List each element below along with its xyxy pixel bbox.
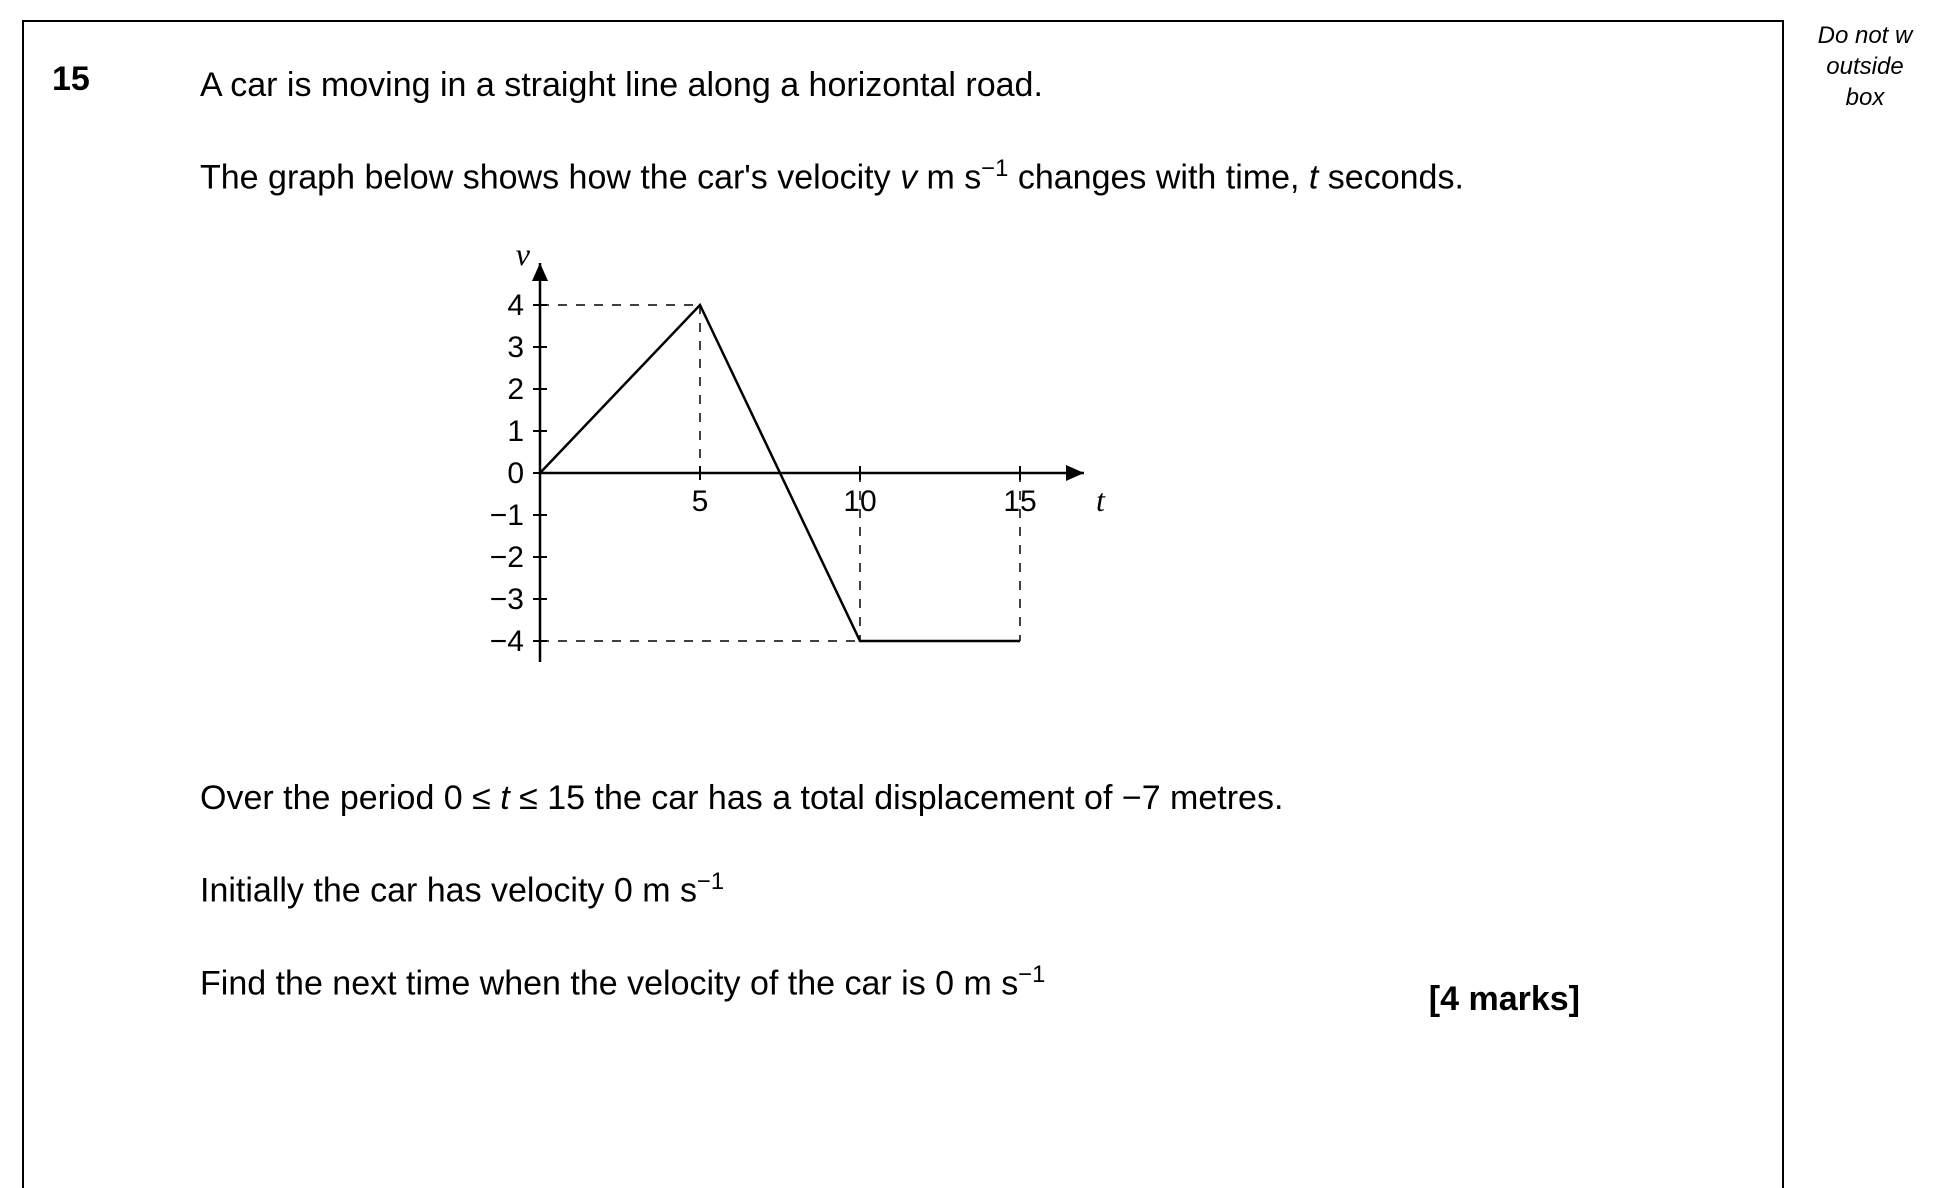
question-content: A car is moving in a straight line along… (200, 60, 1700, 1049)
svg-text:4: 4 (507, 289, 524, 322)
svg-text:3: 3 (507, 331, 524, 364)
paragraph-initial: Initially the car has velocity 0 m s−1 (200, 864, 1700, 916)
svg-text:5: 5 (692, 485, 709, 518)
svg-text:−2: −2 (490, 541, 524, 574)
svg-text:10: 10 (843, 485, 876, 518)
svg-text:−4: −4 (490, 625, 524, 658)
question-number: 15 (52, 60, 90, 99)
graph-container: −4 −3 −2 −1 0 1 2 3 4 5 10 15 v t (200, 243, 1700, 723)
variable-t: t (500, 779, 509, 817)
exponent: −1 (981, 155, 1008, 182)
margin-note: Do not w outside box (1800, 20, 1930, 114)
svg-text:−3: −3 (490, 583, 524, 616)
text-fragment: Over the period 0 ≤ (200, 779, 500, 817)
text-fragment: changes with time, (1008, 158, 1308, 196)
text-fragment: m s (917, 158, 981, 196)
svg-text:0: 0 (507, 457, 524, 490)
exponent: −1 (697, 868, 724, 895)
margin-note-line: Do not w (1800, 20, 1930, 51)
svg-text:15: 15 (1003, 485, 1036, 518)
variable-t: t (1309, 158, 1318, 196)
exponent: −1 (1018, 961, 1045, 988)
text-fragment: The graph below shows how the car's velo… (200, 158, 900, 196)
svg-text:v: v (516, 243, 531, 272)
margin-note-line: outside (1800, 51, 1930, 82)
paragraph-displacement: Over the period 0 ≤ t ≤ 15 the car has a… (200, 773, 1700, 824)
margin-note-line: box (1800, 82, 1930, 113)
svg-text:2: 2 (507, 373, 524, 406)
text-fragment: ≤ 15 the car has a total displacement of… (510, 779, 1284, 817)
svg-text:1: 1 (507, 415, 524, 448)
velocity-time-graph: −4 −3 −2 −1 0 1 2 3 4 5 10 15 v t (450, 243, 1110, 723)
marks-label: [4 marks] (1429, 980, 1580, 1019)
variable-v: v (900, 158, 917, 196)
paragraph-graph-desc: The graph below shows how the car's velo… (200, 151, 1700, 203)
text-fragment: seconds. (1318, 158, 1464, 196)
svg-text:t: t (1096, 482, 1106, 518)
paragraph-intro: A car is moving in a straight line along… (200, 60, 1700, 111)
text-fragment: Find the next time when the velocity of … (200, 964, 1018, 1002)
svg-text:−1: −1 (490, 499, 524, 532)
text-fragment: Initially the car has velocity 0 m s (200, 872, 697, 910)
